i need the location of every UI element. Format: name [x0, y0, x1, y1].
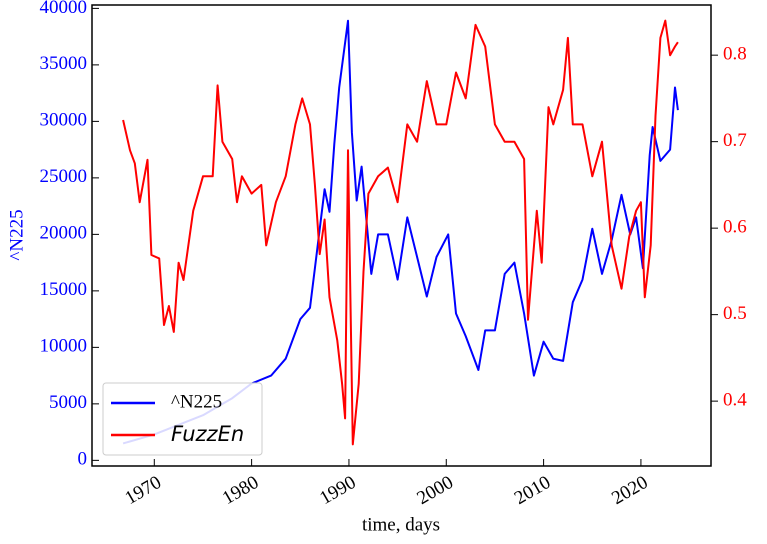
- y-axis-label: ^N225: [6, 209, 27, 260]
- legend-box: [102, 382, 263, 456]
- y-tick-label: 25000: [40, 166, 88, 187]
- y2-tick-label: 0.7: [723, 130, 747, 151]
- x-tick-label: 2000: [414, 472, 457, 509]
- legend-label: ^N225: [171, 391, 222, 412]
- x-tick-label: 2020: [608, 472, 651, 509]
- y-tick-label: 40000: [40, 0, 88, 18]
- y-tick-label: 5000: [49, 392, 87, 413]
- series-line: [122, 19, 679, 446]
- y-tick-label: 0: [78, 449, 88, 470]
- y2-tick-label: 0.5: [723, 303, 747, 324]
- y-tick-label: 10000: [40, 336, 88, 357]
- plot-frame: [91, 4, 712, 467]
- series-line: [122, 19, 679, 445]
- y-tick-label: 30000: [40, 110, 88, 131]
- y2-tick-label: 0.6: [723, 217, 747, 238]
- x-axis-label: time, days: [362, 514, 440, 535]
- x-tick-label: 1970: [122, 472, 165, 509]
- legend-label: FuzzEn: [171, 422, 244, 446]
- x-tick-label: 1980: [219, 472, 262, 509]
- x-tick-label: 2010: [511, 472, 554, 509]
- x-tick-label: 1990: [316, 472, 359, 509]
- y-tick-label: 15000: [40, 279, 88, 300]
- y-tick-label: 20000: [40, 223, 88, 244]
- y2-tick-label: 0.8: [723, 44, 747, 65]
- y-tick-label: 35000: [40, 53, 88, 74]
- y2-tick-label: 0.4: [723, 389, 747, 410]
